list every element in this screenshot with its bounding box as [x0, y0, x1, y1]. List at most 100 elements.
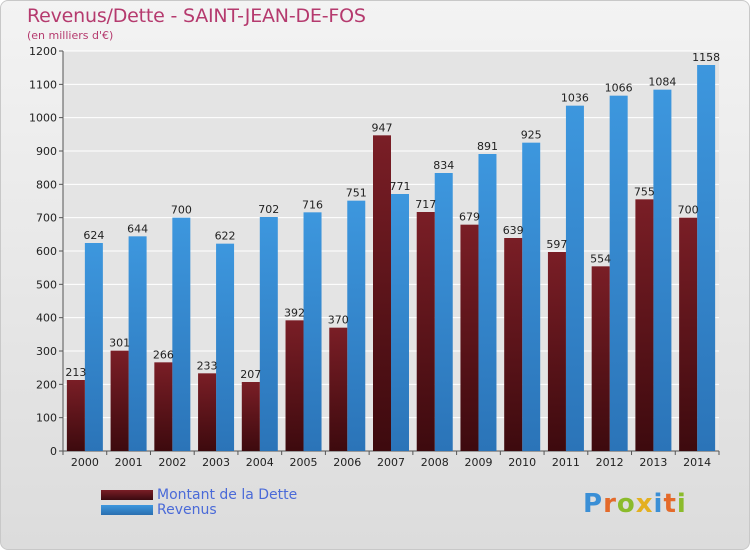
- data-label-dette: 679: [459, 211, 480, 224]
- data-label-revenus: 716: [302, 198, 323, 211]
- data-label-dette: 717: [415, 198, 436, 211]
- x-tick-label: 2008: [421, 456, 449, 469]
- x-tick-label: 2012: [596, 456, 624, 469]
- legend-item-revenus: Revenus: [101, 501, 297, 518]
- y-tick-label: 1200: [29, 45, 57, 58]
- data-label-dette: 392: [284, 306, 305, 319]
- y-tick-label: 500: [36, 278, 57, 291]
- data-label-revenus: 1158: [692, 51, 720, 64]
- legend-label-revenus: Revenus: [157, 501, 217, 518]
- bar-revenus: [216, 243, 235, 451]
- data-label-revenus: 702: [258, 203, 279, 216]
- data-label-dette: 233: [197, 359, 218, 372]
- data-label-revenus: 751: [346, 187, 367, 200]
- bar-dette: [154, 362, 173, 451]
- bar-dette: [679, 217, 698, 451]
- data-label-dette: 947: [372, 121, 393, 134]
- data-label-dette: 301: [109, 337, 130, 350]
- data-label-revenus: 1036: [561, 92, 589, 105]
- bar-dette: [66, 380, 85, 451]
- data-label-dette: 597: [546, 238, 567, 251]
- data-label-revenus: 891: [477, 140, 498, 153]
- bar-revenus: [347, 200, 366, 451]
- bar-revenus: [391, 194, 409, 451]
- x-tick-label: 2001: [115, 456, 143, 469]
- bar-revenus: [303, 212, 322, 451]
- bar-revenus: [434, 173, 453, 451]
- x-tick-label: 2013: [639, 456, 667, 469]
- bar-revenus: [84, 243, 103, 451]
- bar-revenus: [697, 65, 716, 451]
- legend-swatch-revenus: [101, 504, 153, 515]
- y-tick-label: 400: [36, 312, 57, 325]
- x-tick-label: 2006: [333, 456, 361, 469]
- data-label-dette: 266: [153, 348, 174, 361]
- data-label-revenus: 1084: [648, 76, 676, 89]
- data-label-revenus: 644: [127, 222, 148, 235]
- bar-dette: [241, 382, 260, 451]
- x-tick-label: 2003: [202, 456, 230, 469]
- x-tick-label: 2005: [290, 456, 318, 469]
- data-label-dette: 207: [240, 368, 261, 381]
- bar-dette: [110, 350, 129, 451]
- logo-letter: i: [653, 489, 664, 519]
- y-tick-label: 1000: [29, 112, 57, 125]
- bar-dette: [547, 252, 566, 451]
- chart-title: Revenus/Dette - SAINT-JEAN-DE-FOS: [27, 5, 366, 27]
- bar-revenus: [565, 105, 584, 452]
- y-tick-label: 100: [36, 412, 57, 425]
- bar-dette: [285, 320, 304, 451]
- x-tick-label: 2000: [71, 456, 99, 469]
- data-label-dette: 755: [634, 185, 655, 198]
- y-tick-label: 1100: [29, 78, 57, 91]
- data-label-dette: 554: [590, 252, 611, 265]
- data-label-revenus: 624: [83, 229, 104, 242]
- logo-letter: r: [603, 489, 617, 519]
- data-label-revenus: 700: [171, 204, 192, 217]
- data-label-dette: 370: [328, 314, 349, 327]
- legend: Montant de la Dette Revenus: [101, 486, 298, 518]
- bar-dette: [635, 199, 654, 451]
- y-tick-label: 300: [36, 345, 57, 358]
- logo-letter: P: [583, 489, 604, 519]
- logo-letter: t: [663, 489, 677, 519]
- bar-dette: [416, 212, 435, 451]
- x-tick-label: 2009: [464, 456, 492, 469]
- x-tick-label: 2014: [683, 456, 711, 469]
- x-tick-label: 2004: [246, 456, 274, 469]
- bar-dette: [373, 135, 391, 452]
- data-label-revenus: 771: [390, 180, 411, 193]
- legend-label-dette: Montant de la Dette: [157, 486, 298, 503]
- bar-revenus: [259, 217, 278, 451]
- bar-revenus: [478, 154, 497, 451]
- bar-dette: [504, 238, 523, 451]
- data-label-revenus: 1066: [605, 82, 633, 95]
- data-label-revenus: 925: [521, 129, 542, 142]
- logo-letter: i: [676, 489, 687, 519]
- data-label-dette: 639: [503, 224, 524, 237]
- bar-dette: [460, 224, 479, 451]
- data-label-dette: 213: [65, 366, 86, 379]
- y-tick-label: 600: [36, 245, 57, 258]
- legend-swatch-dette: [101, 489, 153, 500]
- logo-letter: x: [635, 489, 654, 519]
- bar-revenus: [172, 217, 191, 451]
- data-label-revenus: 834: [433, 159, 454, 172]
- y-tick-label: 700: [36, 212, 57, 225]
- chart-subtitle: (en milliers d'€): [27, 29, 114, 42]
- bar-revenus: [522, 142, 541, 451]
- x-tick-label: 2010: [508, 456, 536, 469]
- logo-letter: o: [616, 489, 636, 519]
- bar-revenus: [609, 95, 628, 452]
- bar-revenus: [653, 89, 672, 452]
- x-tick-label: 2007: [377, 456, 405, 469]
- data-label-dette: 700: [678, 204, 699, 217]
- proxiti-logo: Proxiti: [583, 489, 687, 519]
- y-tick-label: 900: [36, 145, 57, 158]
- bar-dette: [198, 373, 217, 451]
- bar-dette: [591, 266, 610, 451]
- legend-item-dette: Montant de la Dette: [101, 486, 298, 503]
- bar-dette: [329, 327, 348, 451]
